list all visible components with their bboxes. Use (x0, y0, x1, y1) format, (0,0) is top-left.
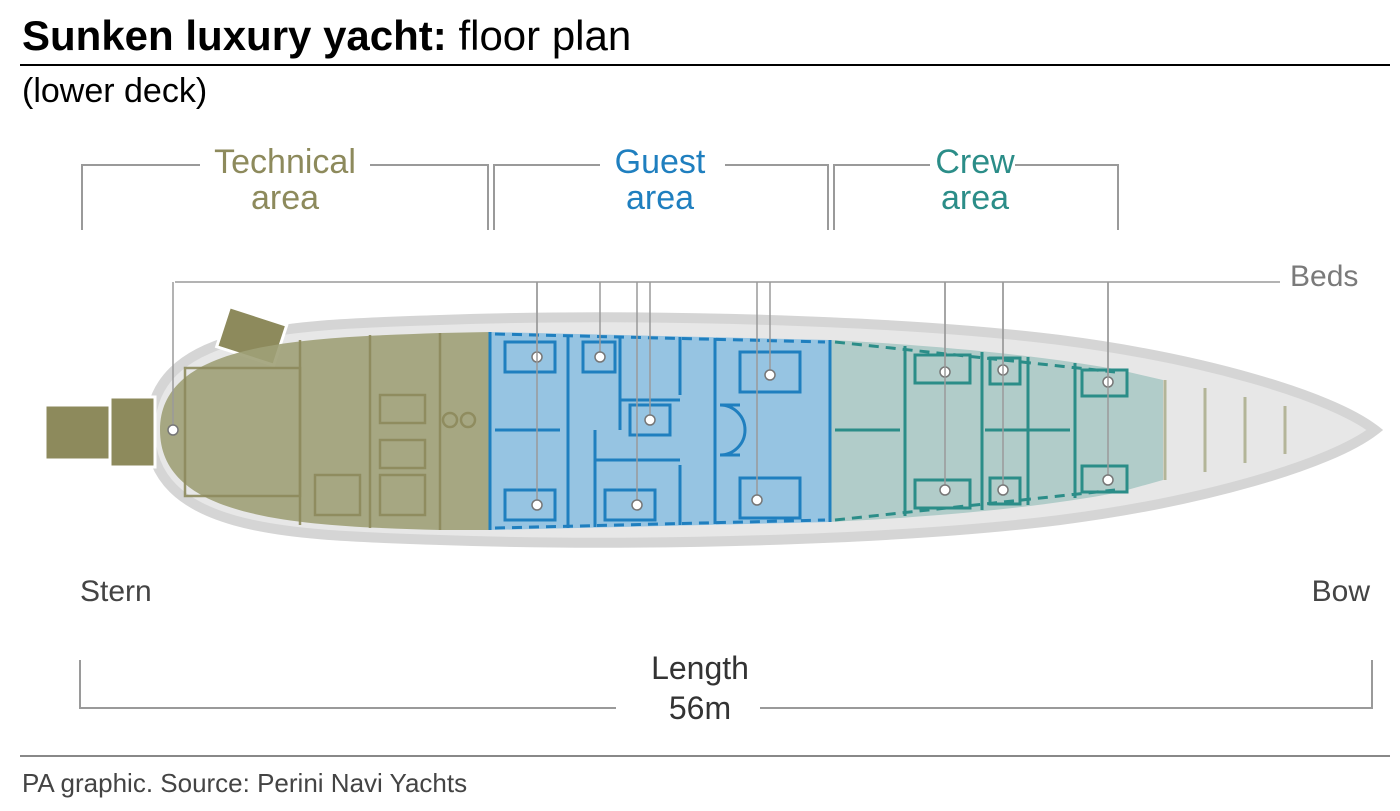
bed-dot (1103, 475, 1113, 485)
length-label: Length (0, 650, 1400, 687)
hull (45, 307, 1375, 543)
source-text: PA graphic. Source: Perini Navi Yachts (22, 768, 467, 799)
bed-dot (645, 415, 655, 425)
bed-dot (532, 500, 542, 510)
bow-label: Bow (1312, 575, 1370, 609)
bed-dot (752, 495, 762, 505)
bed-dot (940, 485, 950, 495)
length-value: 56m (0, 690, 1400, 727)
bed-dot (632, 500, 642, 510)
bed-dot (998, 485, 1008, 495)
bed-dot (168, 425, 178, 435)
bed-dot (595, 352, 605, 362)
area-brackets (82, 165, 1118, 230)
footer-rule (20, 755, 1390, 757)
stern-label: Stern (80, 575, 152, 609)
bed-dot (765, 370, 775, 380)
